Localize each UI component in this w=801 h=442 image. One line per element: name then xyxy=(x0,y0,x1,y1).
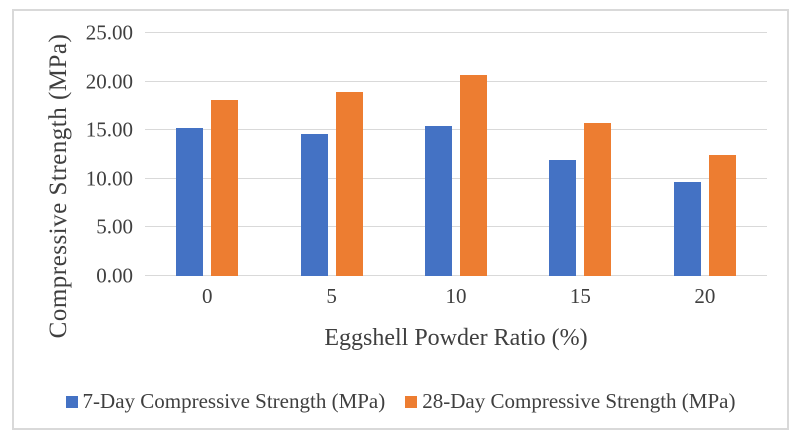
gridline xyxy=(145,129,767,131)
bar-series2-x0 xyxy=(211,100,239,276)
legend-swatch-icon xyxy=(65,395,78,408)
bar-series2-x5 xyxy=(335,92,363,276)
bar-series1-x10 xyxy=(425,126,453,276)
x-axis-tick-label: 5 xyxy=(326,284,337,308)
y-axis-tick-label: 0.00 xyxy=(96,263,133,288)
bar-series2-x15 xyxy=(584,123,612,276)
x-axis-tick-label: 15 xyxy=(569,284,591,308)
bar-series1-x15 xyxy=(549,160,577,276)
y-axis-tick-label: 25.00 xyxy=(85,20,133,45)
legend-label: 28-Day Compressive Strength (MPa) xyxy=(422,389,736,413)
bar-groups: 0 5 10 15 20 xyxy=(145,33,767,307)
bar-group-15: 15 xyxy=(518,33,642,307)
bar-group-0: 0 xyxy=(145,33,269,307)
chart-frame: Compressive Strength (MPa) 0.00 5.00 10.00… xyxy=(12,9,789,430)
bar-series2-x10 xyxy=(460,74,488,276)
plot-area: 0 5 10 15 20 xyxy=(145,32,767,307)
y-axis-tick-label: 15.00 xyxy=(85,117,133,142)
y-axis-tick-label: 5.00 xyxy=(96,214,133,239)
gridline xyxy=(145,275,767,276)
bar-series2-x20 xyxy=(708,155,736,276)
gridline xyxy=(145,226,767,228)
x-axis-tick-label: 10 xyxy=(445,284,467,308)
legend-swatch-icon xyxy=(405,395,418,408)
bar-group-10: 10 xyxy=(394,33,518,307)
x-axis-tick-label: 0 xyxy=(201,284,213,308)
gridline xyxy=(145,177,767,179)
legend: 7-Day Compressive Strength (MPa) 28-Day C… xyxy=(14,391,787,412)
x-axis-title: Eggshell Powder Ratio (%) xyxy=(324,325,588,351)
legend-label: 7-Day Compressive Strength (MPa) xyxy=(82,389,386,413)
gridline xyxy=(145,32,767,33)
bar-series1-x0 xyxy=(176,128,204,276)
gridline xyxy=(145,80,767,82)
y-axis-tick-label: 20.00 xyxy=(85,69,133,94)
bar-group-20: 20 xyxy=(643,33,767,307)
y-axis-tick-labels: 0.00 5.00 10.00 15.00 20.00 25.00 xyxy=(14,22,133,286)
bar-group-5: 5 xyxy=(269,33,393,307)
y-axis-tick-label: 10.00 xyxy=(85,166,133,191)
legend-item-1: 7-Day Compressive Strength (MPa) xyxy=(65,389,386,413)
bar-series1-x5 xyxy=(300,134,328,276)
bar-series1-x20 xyxy=(673,181,701,276)
legend-item-2: 28-Day Compressive Strength (MPa) xyxy=(405,391,735,412)
x-axis-tick-label: 20 xyxy=(694,284,716,308)
